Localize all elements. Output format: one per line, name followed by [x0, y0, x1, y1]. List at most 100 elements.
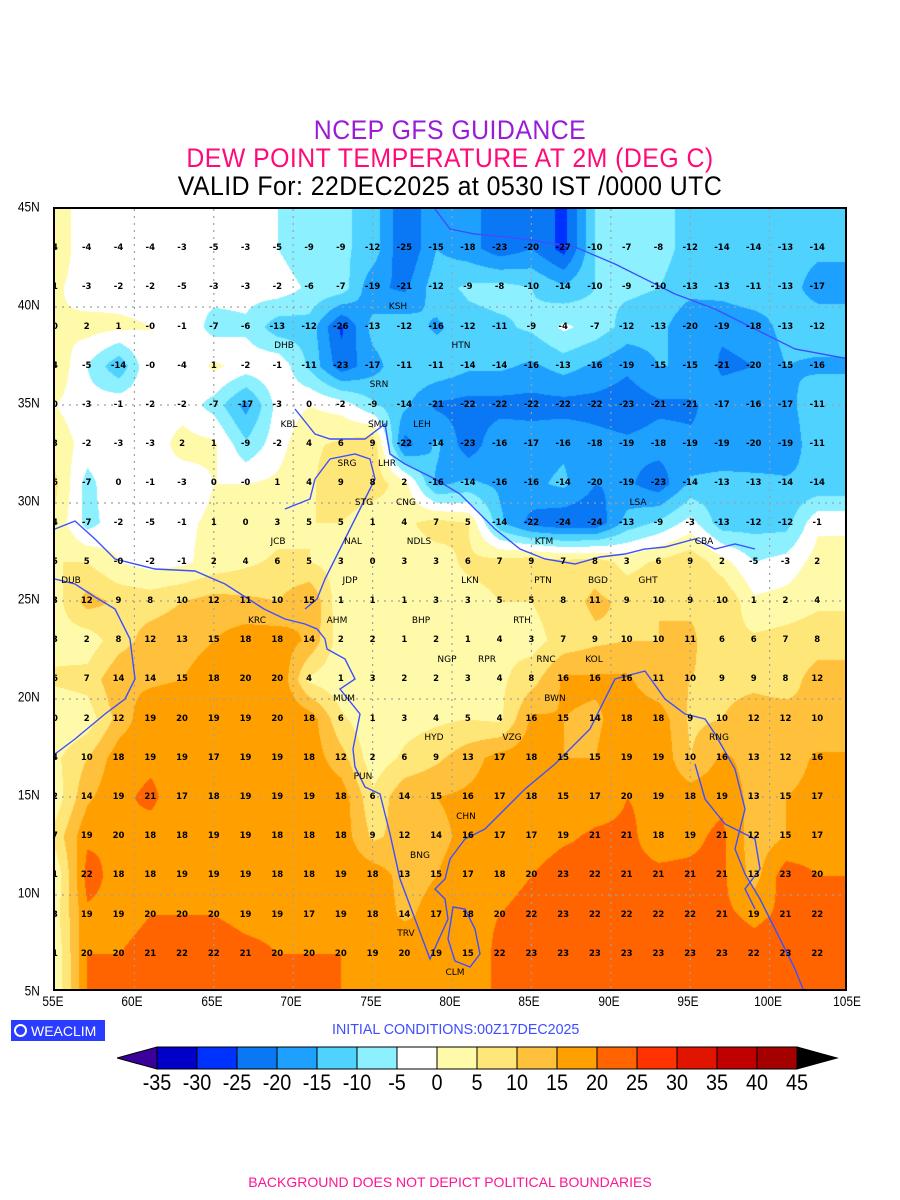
grid-value: 7	[560, 635, 567, 646]
grid-value: 18	[652, 831, 665, 842]
grid-value: 2	[369, 752, 376, 763]
lon-tick-label: 95E	[677, 993, 699, 1009]
grid-value: 18	[271, 635, 284, 646]
grid-value: 20	[620, 792, 633, 802]
grid-value: 17	[176, 792, 188, 802]
grid-value: 20	[525, 870, 538, 881]
grid-value: 8	[528, 674, 535, 685]
grid-value: 11	[239, 596, 252, 606]
station-label-ksh: KSH	[388, 302, 408, 312]
grid-value: -7	[82, 517, 92, 528]
grid-value: -17	[364, 360, 381, 371]
grid-value: -9	[304, 243, 314, 254]
grid-value: -25	[396, 243, 413, 254]
grid-value: 19	[144, 752, 157, 763]
grid-value: 20	[112, 831, 125, 842]
grid-value: 18	[303, 870, 315, 881]
station-label-vzg: VZG	[502, 733, 522, 744]
station-label-lhr: LHR	[377, 458, 397, 469]
tibet-border	[434, 209, 845, 359]
grid-value: -5	[177, 282, 187, 293]
grid-value: 12	[80, 596, 93, 606]
grid-value: 21	[716, 909, 728, 920]
grid-value: -18	[587, 439, 603, 450]
colorbar-level-label: -10	[342, 1070, 372, 1095]
grid-value: 4	[496, 713, 503, 724]
grid-value: 2	[433, 674, 440, 685]
grid-value: 20	[271, 713, 284, 724]
grid-value: 4	[306, 478, 313, 489]
grid-value: 6	[55, 674, 58, 684]
grid-value: 17	[811, 831, 824, 842]
grid-value: 13	[176, 635, 188, 646]
colorbar-level-label: -15	[302, 1070, 332, 1095]
grid-value: 7	[83, 674, 90, 685]
grid-value: 15	[430, 792, 443, 802]
station-label-bwn: BWN	[544, 694, 566, 704]
grid-value: 8	[369, 478, 376, 489]
lat-tick-label: 25N	[18, 590, 40, 607]
title-model: NCEP GFS GUIDANCE	[313, 115, 587, 145]
grid-value: -9	[621, 282, 632, 293]
station-label-rth: RTH	[513, 615, 531, 626]
grid-value: 16	[620, 674, 633, 685]
grid-value: 2	[401, 674, 408, 685]
grid-value: 18	[334, 831, 347, 842]
grid-value: 20	[271, 674, 284, 685]
grid-value: 18	[493, 870, 506, 881]
grid-value: -14	[746, 243, 762, 254]
grid-value: 4	[306, 674, 313, 685]
grid-value: -13	[714, 282, 730, 293]
station-label-rpr: RPR	[478, 654, 496, 665]
station-label-kbl: KBL	[280, 419, 298, 430]
grid-value: -14	[555, 282, 571, 293]
colorbar-level-label: 45	[785, 1070, 809, 1095]
grid-value: -7	[590, 321, 600, 332]
grid-value: 18	[144, 831, 157, 842]
grid-value: 23	[588, 948, 601, 959]
grid-value: 11	[588, 596, 601, 606]
grid-value: -8	[653, 243, 664, 254]
grid-value: 19	[716, 792, 728, 802]
grid-value: 10	[652, 635, 665, 646]
grid-value: 22	[493, 948, 506, 959]
grid-value: 1	[401, 635, 408, 646]
grid-value: 19	[271, 752, 284, 763]
grid-value: 9	[687, 596, 694, 606]
grid-value: -16	[491, 478, 508, 489]
grid-value: 12	[747, 713, 760, 724]
grid-value: -6	[240, 321, 251, 332]
grid-value: 4	[496, 674, 503, 685]
grid-value: -7	[336, 282, 346, 293]
grid-value: -21	[682, 400, 698, 410]
grid-value: -1	[272, 360, 283, 371]
grid-value: 4	[814, 596, 821, 606]
grid-value: 19	[271, 909, 284, 920]
grid-value: -22	[523, 517, 540, 528]
grid-value: 0	[210, 478, 217, 489]
grid-value: 6	[274, 556, 281, 567]
grid-value: 19	[80, 909, 93, 920]
grid-value: 17	[303, 909, 315, 920]
grid-value: 21	[144, 948, 157, 959]
grid-value: 1	[55, 949, 58, 959]
grid-value: 18	[620, 713, 633, 724]
grid-value: 19	[652, 752, 665, 763]
grid-value: -14	[714, 243, 730, 254]
colorbar-level-label: -30	[182, 1070, 212, 1095]
grid-value: 6	[369, 792, 376, 802]
grid-value: 20	[493, 909, 506, 920]
lat-tick-label: 35N	[18, 394, 40, 411]
dew-point-map: 4-4-4-4-3-5-3-5-9-9-12-25-15-18-23-20-27…	[53, 207, 847, 991]
grid-value: -13	[555, 360, 571, 371]
grid-value: 22	[80, 870, 93, 881]
grid-value: 5	[55, 557, 58, 567]
grid-value: 18	[303, 752, 315, 763]
grid-value: -16	[555, 439, 571, 450]
grid-value: 21	[716, 870, 728, 881]
pakistan-border	[284, 453, 376, 610]
grid-value: 5	[306, 556, 313, 567]
grid-value: 14	[80, 792, 93, 802]
grid-value: 21	[144, 792, 157, 802]
grid-value: 14	[430, 831, 443, 842]
